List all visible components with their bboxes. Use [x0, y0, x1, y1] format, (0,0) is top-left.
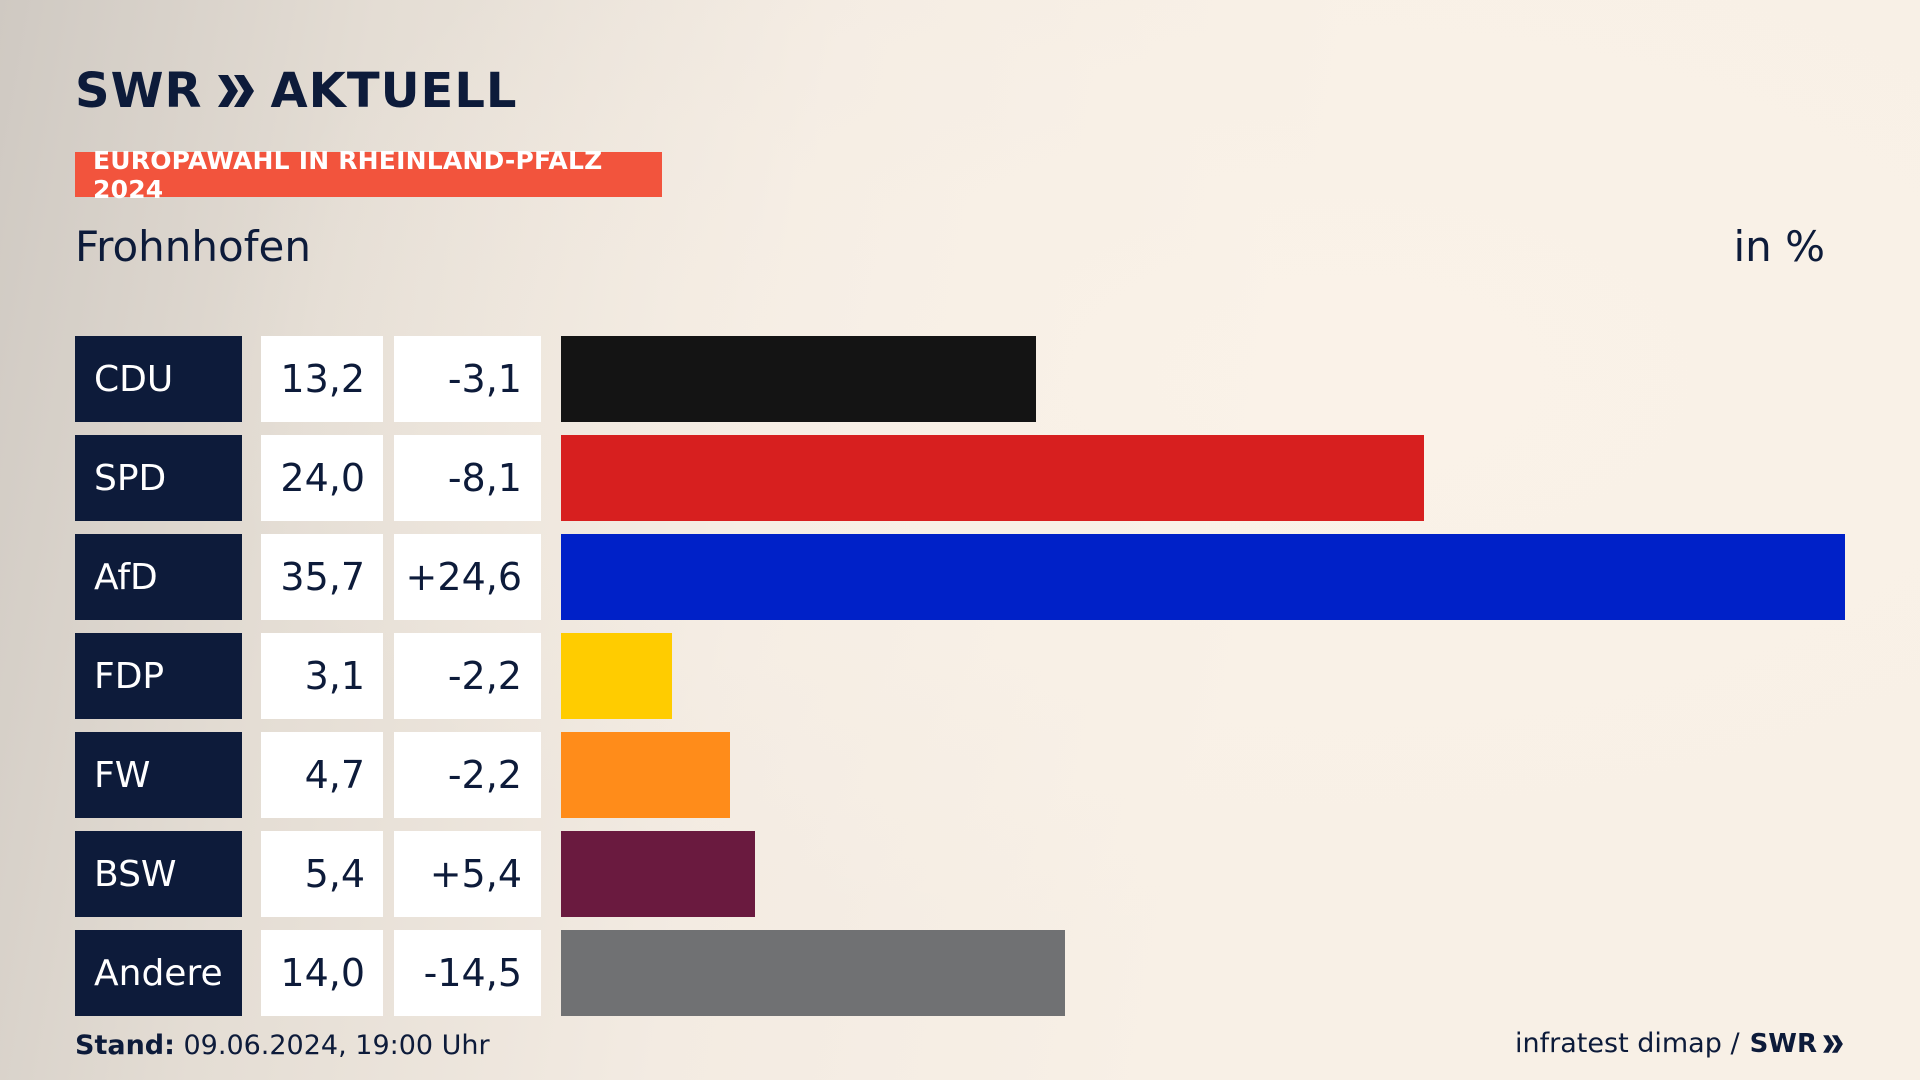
bar-cdu: [561, 336, 1036, 422]
place-title: Frohnhofen: [75, 222, 311, 271]
double-chevron-icon: [218, 75, 255, 107]
logo-aktuell-text: AKTUELL: [270, 63, 518, 119]
bar-fw: [561, 732, 730, 818]
party-label: SPD: [75, 435, 242, 521]
vote-share-value: 35,7: [261, 534, 383, 620]
vote-share-value: 5,4: [261, 831, 383, 917]
change-value: -8,1: [394, 435, 541, 521]
party-label: BSW: [75, 831, 242, 917]
logo-swr-text: SWR: [75, 63, 203, 119]
swr-aktuell-logo: SWR AKTUELL: [75, 63, 518, 119]
swr-mini-logo-text: SWR: [1749, 1028, 1817, 1059]
swr-mini-logo: SWR: [1750, 1029, 1845, 1059]
unit-label: in %: [1733, 222, 1825, 271]
change-value: +24,6: [394, 534, 541, 620]
change-value: +5,4: [394, 831, 541, 917]
change-value: -2,2: [394, 732, 541, 818]
stand-value: 09.06.2024, 19:00 Uhr: [174, 1030, 490, 1061]
party-label: AfD: [75, 534, 242, 620]
row-fdp: FDP 3,1 -2,2: [75, 633, 1845, 719]
row-bsw: BSW 5,4 +5,4: [75, 831, 1845, 917]
row-andere: Andere 14,0 -14,5: [75, 930, 1845, 1016]
change-value: -14,5: [394, 930, 541, 1016]
party-label: FDP: [75, 633, 242, 719]
vote-share-value: 24,0: [261, 435, 383, 521]
timestamp: Stand: 09.06.2024, 19:00 Uhr: [75, 1030, 490, 1061]
bar-andere: [561, 930, 1065, 1016]
change-value: -2,2: [394, 633, 541, 719]
bar-spd: [561, 435, 1424, 521]
party-label: CDU: [75, 336, 242, 422]
vote-share-value: 14,0: [261, 930, 383, 1016]
vote-share-value: 4,7: [261, 732, 383, 818]
double-chevron-icon: [1823, 1034, 1843, 1053]
party-label: FW: [75, 732, 242, 818]
change-value: -3,1: [394, 336, 541, 422]
bar-afd: [561, 534, 1845, 620]
bar-fdp: [561, 633, 672, 719]
vote-share-value: 3,1: [261, 633, 383, 719]
row-fw: FW 4,7 -2,2: [75, 732, 1845, 818]
source-credit: infratest dimap / SWR: [1515, 1028, 1845, 1059]
row-afd: AfD 35,7 +24,6: [75, 534, 1845, 620]
bar-bsw: [561, 831, 755, 917]
party-label: Andere: [75, 930, 242, 1016]
election-badge: EUROPAWAHL IN RHEINLAND-PFALZ 2024: [75, 146, 662, 204]
vote-share-value: 13,2: [261, 336, 383, 422]
stand-label: Stand:: [75, 1030, 175, 1061]
row-spd: SPD 24,0 -8,1: [75, 435, 1845, 521]
source-text: infratest dimap /: [1515, 1028, 1740, 1059]
row-cdu: CDU 13,2 -3,1: [75, 336, 1845, 422]
